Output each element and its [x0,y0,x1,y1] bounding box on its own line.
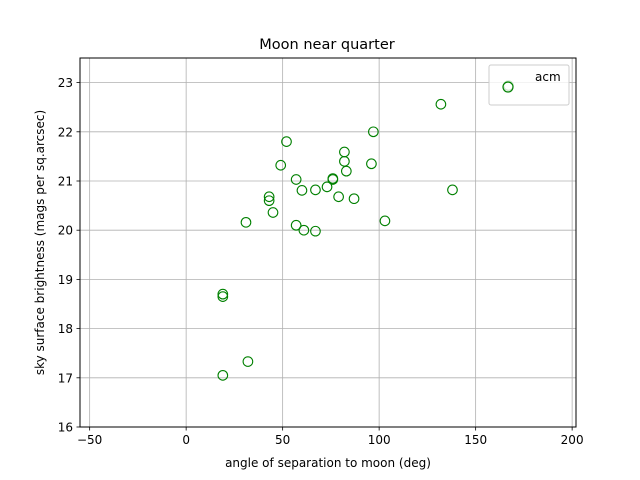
data-point [267,207,279,218]
x-axis-ticks: −50 0 50 100 150 200 [77,427,584,447]
legend-label-acm: acm [535,70,561,84]
plot-frame [79,57,577,428]
y-tick-label: 17 [58,371,73,385]
data-point [281,136,292,147]
legend: acm [488,64,570,106]
data-point [348,193,360,205]
y-tick-label: 19 [58,273,73,287]
data-point [327,173,339,184]
data-point [379,215,391,227]
legend-marker-acm [502,81,514,93]
data-point [366,158,377,170]
y-axis-label: sky surface brightness (mags per sq.arcs… [33,110,47,375]
data-point [290,174,302,185]
data-point [310,184,321,196]
x-tick-label: 50 [275,433,290,447]
data-point [435,98,447,110]
y-axis-ticks: 16 17 18 19 20 21 22 23 [58,76,80,435]
x-axis-label: angle of separation to moon (deg) [225,456,431,470]
y-tick-label: 23 [58,76,73,90]
data-point [339,146,350,158]
x-tick-label: 100 [368,433,391,447]
y-tick-label: 20 [58,224,73,238]
grid-lines [80,58,576,428]
data-point [340,165,352,177]
data-point [298,224,310,236]
data-point [447,184,458,196]
y-tick-label: 16 [58,421,73,435]
data-point [217,369,229,381]
x-tick-label: 0 [182,433,190,447]
data-point [217,288,229,300]
x-tick-label: 150 [464,433,487,447]
data-point [263,191,275,203]
y-tick-label: 18 [58,322,73,336]
legend-box [488,64,570,106]
data-point [368,126,379,138]
data-point [310,225,321,237]
data-point [333,191,344,203]
y-tick-label: 22 [58,125,73,139]
x-tick-label: 200 [561,433,584,447]
data-point [290,219,302,231]
data-point [275,159,287,171]
data-point [242,356,254,367]
data-points [217,80,514,381]
chart-title: Moon near quarter [259,37,394,53]
data-point [263,195,275,207]
data-point [240,216,252,228]
y-tick-label: 21 [58,175,73,189]
data-point [321,181,333,193]
x-tick-label: −50 [77,433,102,447]
data-point [217,291,229,302]
data-point [296,184,308,196]
